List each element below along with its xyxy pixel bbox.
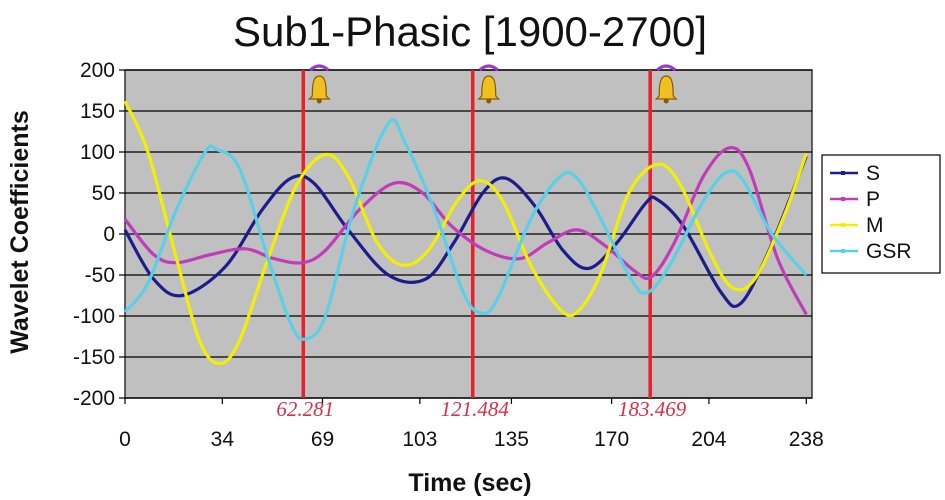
chart-title: Sub1-Phasic [1900-2700] <box>233 8 707 55</box>
series-line-gsr <box>123 118 808 341</box>
y-tick-label: -50 <box>85 264 115 287</box>
y-axis-title: Wavelet Coefficients <box>6 110 34 354</box>
event-label: 121.484 <box>441 397 510 421</box>
legend-item: S <box>830 162 880 185</box>
x-tick-label: 69 <box>311 428 334 451</box>
y-tick-label: 0 <box>103 223 115 246</box>
y-tick-label: 50 <box>92 182 115 205</box>
x-axis-title: Time (sec) <box>408 469 531 497</box>
legend-item: P <box>830 188 880 211</box>
series-line-s <box>123 155 808 309</box>
series-lines <box>123 100 808 366</box>
legend-label: M <box>866 214 884 237</box>
y-axis-ticks: 200 150 100 50 0 -50 -100 -150 -200 <box>73 59 125 410</box>
legend-item: M <box>830 214 884 237</box>
legend: SPM GSR <box>821 154 941 274</box>
bell-icon <box>307 64 331 104</box>
x-tick-label: 135 <box>494 428 529 451</box>
event-markers <box>301 70 652 398</box>
x-tick-label: 103 <box>402 428 437 451</box>
y-tick-label: -150 <box>73 346 115 369</box>
series-line-p <box>123 146 808 316</box>
legend-item: GSR <box>830 240 912 263</box>
event-label: 62.281 <box>276 397 334 421</box>
bell-icon <box>654 64 678 104</box>
x-axis-ticks: 0 34 69 103 135 170 204 238 <box>119 398 824 451</box>
y-tick-label: 200 <box>80 59 115 82</box>
y-tick-label: 150 <box>80 100 115 123</box>
x-tick-label: 0 <box>119 428 131 451</box>
legend-label: GSR <box>866 240 912 263</box>
legend-label: S <box>866 162 880 185</box>
y-tick-label: -200 <box>73 387 115 410</box>
gridlines <box>125 69 812 399</box>
x-tick-label: 238 <box>789 428 824 451</box>
y-tick-label: -100 <box>73 305 115 328</box>
bell-icon <box>477 64 501 104</box>
event-icons <box>307 64 678 104</box>
x-tick-label: 204 <box>691 428 726 451</box>
event-label: 183.469 <box>618 397 687 421</box>
x-tick-label: 170 <box>594 428 629 451</box>
x-tick-label: 34 <box>211 428 235 451</box>
y-tick-label: 100 <box>80 141 115 164</box>
legend-label: P <box>866 188 880 211</box>
event-labels: 62.281 121.484 183.469 <box>276 397 686 421</box>
